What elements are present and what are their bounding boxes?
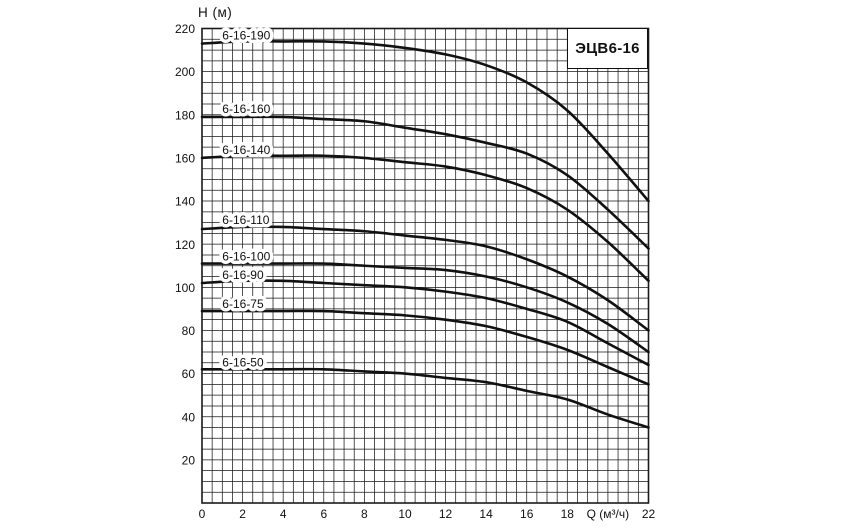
x-tick-14: 14 <box>479 507 493 521</box>
curve-6-16-110 <box>200 225 650 332</box>
x-tick-2: 2 <box>239 507 246 521</box>
curve-6-16-90 <box>200 279 650 367</box>
x-tick-10: 10 <box>398 507 412 521</box>
y-tick-100: 100 <box>175 281 195 295</box>
chart-title-text: ЭЦВ6-16 <box>575 40 640 57</box>
y-tick-160: 160 <box>175 151 195 165</box>
x-tick-6: 6 <box>320 507 327 521</box>
y-tick-140: 140 <box>175 195 195 209</box>
x-tick-22: 22 <box>642 507 656 521</box>
curve-label-6-16-160: 6-16-160 <box>222 102 270 116</box>
x-tick-8: 8 <box>361 507 368 521</box>
x-axis-title: Q (м³/ч) <box>587 507 630 521</box>
curve-label-6-16-50: 6-16-50 <box>222 355 264 369</box>
curve-6-16-160 <box>200 115 650 250</box>
curve-label-6-16-190: 6-16-190 <box>222 29 270 43</box>
grid-lines <box>201 28 649 504</box>
y-axis-title: H (м) <box>198 5 233 20</box>
y-tick-40: 40 <box>182 410 196 424</box>
y-tick-200: 200 <box>175 65 195 79</box>
x-tick-18: 18 <box>561 507 575 521</box>
curve-label-6-16-75: 6-16-75 <box>222 297 264 311</box>
y-tick-60: 60 <box>182 367 196 381</box>
chart-title-box: ЭЦВ6-16 <box>567 28 648 69</box>
y-tick-220: 220 <box>175 22 195 36</box>
curve-label-6-16-100: 6-16-100 <box>222 250 270 264</box>
curve-6-16-50 <box>200 367 650 429</box>
y-axis-tick-labels: 20 40 60 80 100 120 140 160 180 200 220 <box>175 22 195 467</box>
plot-border <box>201 27 650 504</box>
y-tick-120: 120 <box>175 238 195 252</box>
curve-6-16-140 <box>200 154 650 283</box>
x-tick-0: 0 <box>199 507 206 521</box>
y-tick-180: 180 <box>175 108 195 122</box>
y-tick-80: 80 <box>182 324 196 338</box>
y-tick-20: 20 <box>182 453 196 467</box>
curve-label-6-16-110: 6-16-110 <box>222 213 269 227</box>
curve-label-6-16-90: 6-16-90 <box>222 268 264 282</box>
curve-label-6-16-140: 6-16-140 <box>222 143 270 157</box>
x-tick-12: 12 <box>439 507 453 521</box>
x-tick-4: 4 <box>280 507 287 521</box>
curve-6-16-100 <box>200 262 650 354</box>
x-tick-16: 16 <box>520 507 534 521</box>
x-axis-tick-labels: 0 2 4 6 8 10 12 14 16 18 Q (м³/ч) 22 <box>199 507 656 521</box>
curve-labels: 6-16-190 6-16-160 6-16-140 6-16-110 6-16-100… <box>219 25 274 373</box>
curve-6-16-190 <box>200 39 650 203</box>
pump-curves <box>200 39 650 429</box>
curve-6-16-75 <box>200 309 650 386</box>
